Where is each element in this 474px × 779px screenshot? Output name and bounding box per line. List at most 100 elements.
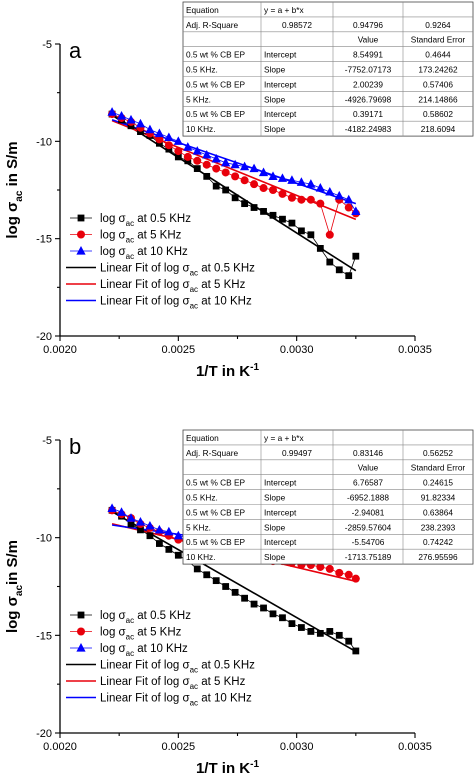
data-point-square [352, 647, 360, 655]
x-tick-label: 0.0035 [398, 741, 432, 753]
table-border [182, 1, 474, 137]
data-point-square [250, 204, 258, 211]
panel-label: a [69, 38, 82, 63]
data-point-circle [306, 195, 315, 204]
data-point-square [241, 594, 248, 602]
legend-label-main: Linear Fit of log σ [100, 296, 190, 308]
table-cell: 0.58602 [423, 109, 453, 119]
legend-label-subscript: ac [126, 649, 134, 658]
table-cell: Intercept [264, 537, 297, 547]
legend-label-main: log σ [100, 627, 126, 639]
legend-label-subscript: ac [190, 682, 198, 691]
table-cell: 0.5 wt % CB EP [186, 50, 245, 60]
table-cell: 0.5 KHz. [186, 493, 218, 503]
table-cell: 173.24262 [418, 65, 458, 75]
legend-item: Linear Fit of log σac at 0.5 KHz [66, 263, 255, 278]
legend-label-main: Linear Fit of log σ [100, 660, 190, 672]
data-point-square [137, 526, 144, 534]
table-cell: 0.9264 [425, 20, 451, 30]
table-cell: 238.2393 [421, 522, 456, 532]
data-point-square [146, 532, 154, 540]
data-point-triangle [173, 136, 183, 145]
legend-label-subscript: ac [126, 236, 134, 245]
data-point-square [241, 200, 248, 208]
data-point-square [174, 153, 182, 161]
data-point-circle [155, 135, 164, 144]
table-cell: 2.00239 [353, 79, 383, 89]
data-point-square [222, 583, 230, 590]
data-point-circle [325, 230, 334, 239]
y-tick-label: -20 [36, 728, 52, 740]
data-point-square [269, 610, 277, 618]
data-point-square [250, 600, 258, 608]
legend-label: Linear Fit of log σac at 10 KHz [100, 693, 252, 708]
table-cell: 0.57406 [423, 79, 453, 89]
data-point-square [316, 245, 324, 252]
data-point-square [335, 266, 343, 274]
legend-marker-triangle [76, 246, 86, 255]
legend-label-main: Linear Fit of log σ [100, 263, 190, 275]
data-point-circle [174, 147, 183, 156]
table-cell: -1713.75189 [345, 552, 392, 562]
legend-label-tail: at 10 KHz [134, 643, 188, 655]
y-axis-label-subscript: ac [14, 190, 25, 202]
table-cell: Intercept [264, 50, 297, 60]
legend-label-subscript: ac [190, 269, 198, 278]
legend-label: Linear Fit of log σac at 0.5 KHz [100, 660, 255, 675]
legend-label-tail: at 0.5 KHz [198, 660, 255, 672]
legend-label: Linear Fit of log σac at 5 KHz [100, 676, 246, 691]
table-cell: 5 KHz. [186, 94, 211, 104]
data-point-circle [287, 193, 296, 202]
data-point-triangle [325, 186, 335, 196]
legend-label-subscript: ac [126, 219, 134, 228]
data-point-square [307, 231, 315, 239]
data-point-square [279, 614, 286, 622]
data-point-circle [212, 164, 221, 173]
data-point-triangle [145, 520, 155, 530]
table-cell: Slope [264, 522, 286, 532]
legend-label: log σac at 5 KHz [100, 627, 182, 642]
fit-line-0 [111, 114, 357, 272]
panel-label: b [69, 434, 81, 459]
data-point-circle [316, 562, 325, 571]
table-cell: Adj. R-Square [186, 448, 238, 458]
data-point-square [231, 194, 239, 202]
legend-marker-circle [77, 627, 85, 636]
data-point-square [127, 520, 135, 528]
y-tick-label: -15 [36, 630, 52, 642]
table-cell: 0.74242 [423, 537, 453, 547]
table-cell: 8.54991 [353, 50, 383, 60]
data-point-circle [335, 568, 344, 577]
data-point-square [260, 604, 267, 612]
data-point-circle [240, 176, 249, 185]
x-tick-label: 0.0025 [162, 344, 196, 356]
table-cell: Intercept [264, 507, 297, 517]
legend-label-tail: at 0.5 KHz [198, 263, 255, 275]
data-point-circle [351, 574, 360, 583]
data-point-square [326, 628, 334, 635]
data-point-square [203, 571, 211, 579]
x-tick-label: 0.0020 [43, 741, 77, 753]
legend-label-tail: at 5 KHz [134, 627, 182, 639]
x-axis-label-superscript: -1 [250, 759, 259, 770]
data-point-circle [259, 184, 268, 193]
legend-label: log σac at 0.5 KHz [100, 610, 191, 625]
table-cell: 0.83146 [353, 448, 383, 458]
legend-item: Linear Fit of log σac at 5 KHz [66, 279, 246, 294]
legend-item: Linear Fit of log σac at 10 KHz [66, 296, 252, 311]
fit-statistics-table: Equation y = a + b*x Adj. R-Square 0.99497 0… [182, 429, 474, 565]
legend-item: log σac at 10 KHz [70, 246, 188, 261]
legend-label-main: log σ [100, 213, 126, 225]
data-point-square [335, 631, 343, 639]
table-cell: 10 KHz. [186, 552, 216, 562]
data-point-circle [297, 195, 306, 204]
data-point-circle [183, 152, 192, 161]
data-point-square [316, 629, 324, 637]
legend-marker-square [77, 214, 85, 222]
table-cell: -4926.79698 [345, 94, 392, 104]
data-point-square [174, 551, 182, 559]
data-point-circle [250, 180, 259, 189]
data-point-square [288, 620, 296, 628]
y-axis-label-tail: in S/m [4, 540, 21, 585]
legend-item: log σac at 0.5 KHz [70, 610, 191, 625]
